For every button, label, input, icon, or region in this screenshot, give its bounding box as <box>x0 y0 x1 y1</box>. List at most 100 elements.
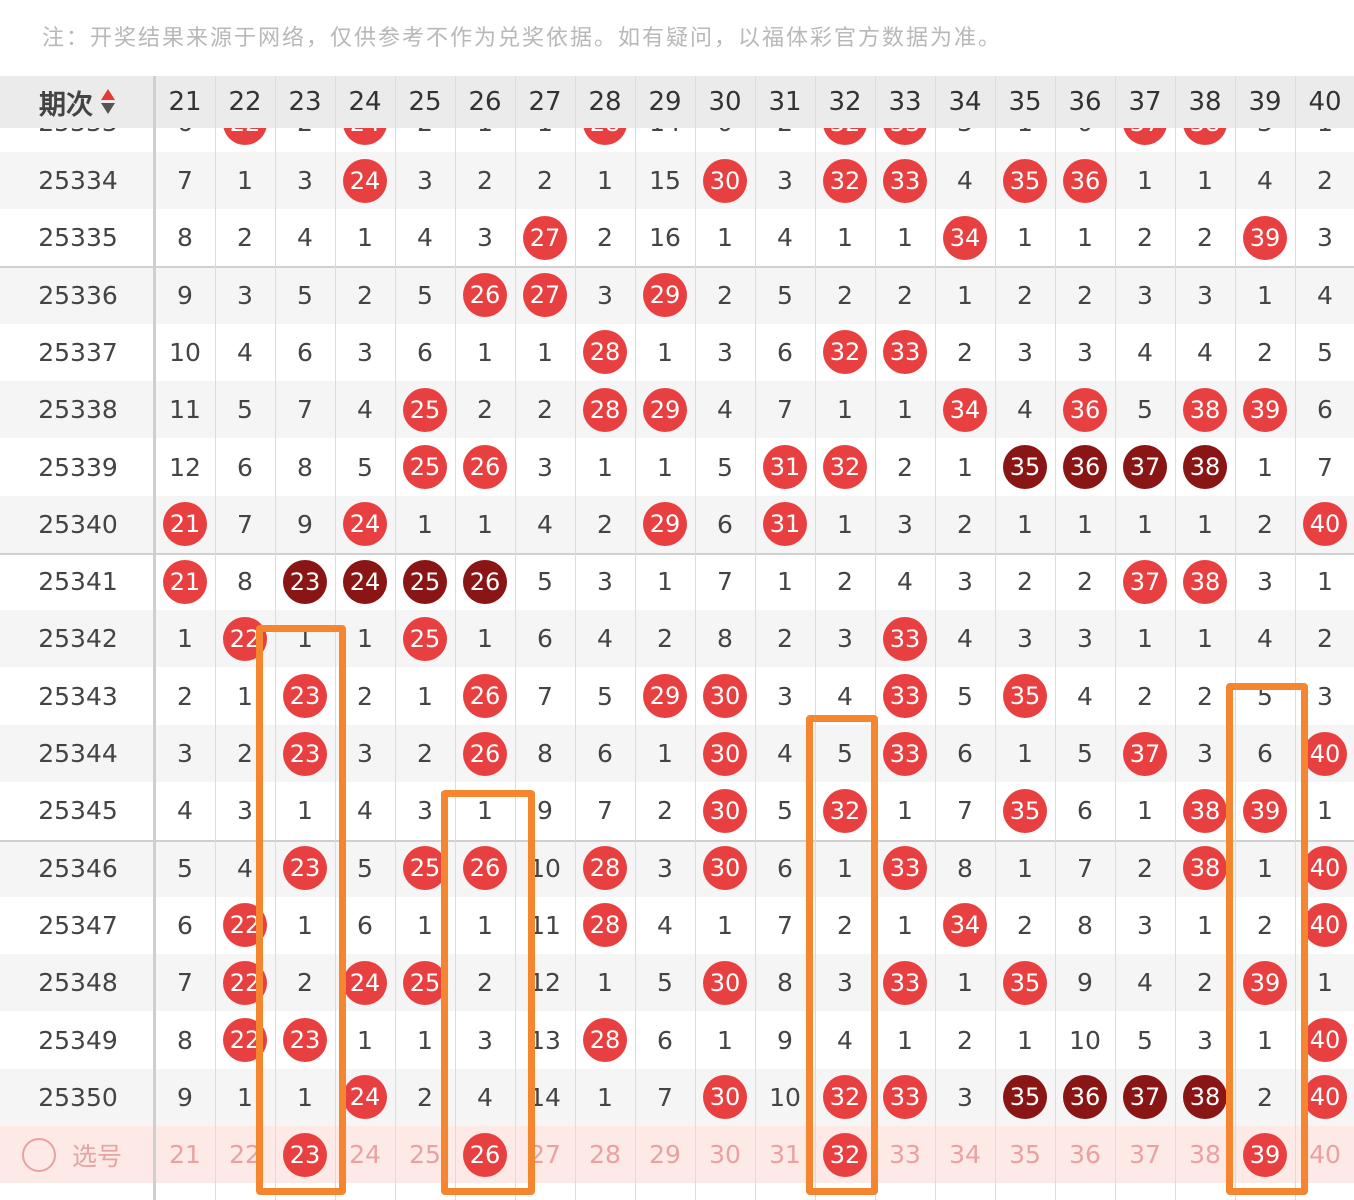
select-cell-38[interactable]: 38 <box>1175 1126 1235 1183</box>
select-number-label[interactable]: 选号 <box>0 1126 156 1183</box>
miss-count: 4 <box>1257 624 1273 654</box>
selectable-number[interactable]: 35 <box>1009 1140 1041 1170</box>
selectable-number[interactable]: 28 <box>589 1140 621 1170</box>
select-cell-31[interactable]: 31 <box>755 1126 815 1183</box>
cell-col-36: 2 <box>1055 553 1115 610</box>
select-cell-34[interactable]: 34 <box>935 1126 995 1183</box>
cell-col-37: 3 <box>1115 267 1175 324</box>
select-number-row: 选号 21 22 23 24 25 26 27 28 29 30 31 32 33 34 35 36 37 38 39… <box>0 1126 1354 1184</box>
cell-col-26: 1 <box>455 496 515 553</box>
select-cell-26[interactable]: 26 <box>455 1126 515 1183</box>
miss-count: 1 <box>417 910 433 940</box>
miss-count: 3 <box>1257 128 1273 137</box>
cell-col-29: 29 <box>635 267 695 324</box>
miss-count: 3 <box>477 1025 493 1055</box>
miss-count: 9 <box>1077 968 1093 998</box>
cell-col-33: 33 <box>875 610 935 667</box>
cell-col-21: 1 <box>155 610 215 667</box>
selected-ball[interactable]: 39 <box>1243 1132 1287 1177</box>
select-cell-21[interactable]: 21 <box>155 1126 215 1183</box>
cell-col-26: 1 <box>455 782 515 839</box>
selectable-number[interactable]: 31 <box>769 1140 801 1170</box>
selectable-number[interactable]: 29 <box>649 1140 681 1170</box>
selectable-number[interactable]: 33 <box>889 1140 921 1170</box>
cell-col-25: 3 <box>395 152 455 209</box>
miss-count: 6 <box>657 1025 673 1055</box>
selected-ball[interactable]: 23 <box>283 1132 327 1177</box>
sort-arrows-icon[interactable] <box>99 87 117 117</box>
cell-col-23: 1 <box>275 1069 335 1126</box>
miss-count: 1 <box>1257 1025 1273 1055</box>
selected-ball[interactable]: 26 <box>463 1132 507 1177</box>
cell-col-27: 27 <box>515 209 575 266</box>
select-cell-28[interactable]: 28 <box>575 1126 635 1183</box>
selectable-number[interactable]: 36 <box>1069 1140 1101 1170</box>
selectable-number[interactable]: 38 <box>1189 1140 1221 1170</box>
selectable-number[interactable]: 21 <box>169 1140 201 1170</box>
drawn-ball: 30 <box>703 731 747 776</box>
miss-count: 6 <box>957 739 973 768</box>
period-sort-header[interactable]: 期次 <box>0 76 156 128</box>
column-header-39: 39 <box>1248 87 1282 117</box>
miss-count: 3 <box>777 166 793 195</box>
drawn-ball: 33 <box>883 616 927 661</box>
cell-col-27: 5 <box>515 553 575 610</box>
select-cell-40[interactable]: 40 <box>1295 1126 1354 1183</box>
select-cell-30[interactable]: 30 <box>695 1126 755 1183</box>
cell-col-31: 7 <box>755 381 815 438</box>
cell-col-28: 28 <box>575 1012 635 1069</box>
miss-count: 12 <box>169 452 201 482</box>
selectable-number[interactable]: 25 <box>409 1140 441 1170</box>
select-cell-35[interactable]: 35 <box>995 1126 1055 1183</box>
miss-count: 2 <box>477 166 493 195</box>
selectable-number[interactable]: 37 <box>1129 1140 1161 1170</box>
select-cell-36[interactable]: 36 <box>1055 1126 1115 1183</box>
cell-col-30: 0 <box>695 128 755 151</box>
selectable-number[interactable]: 22 <box>229 1140 261 1170</box>
cell-col-23: 2 <box>275 954 335 1011</box>
cell-col-30: 6 <box>695 496 755 553</box>
selectable-number[interactable]: 30 <box>709 1140 741 1170</box>
drawn-ball: 32 <box>823 445 867 489</box>
cell-col-29: 1 <box>635 725 695 782</box>
selectable-number[interactable]: 40 <box>1309 1140 1341 1170</box>
select-cell-32[interactable]: 32 <box>815 1126 875 1183</box>
miss-count: 1 <box>477 128 493 137</box>
miss-count: 1 <box>1017 223 1033 253</box>
cell-col-22: 22 <box>215 128 275 151</box>
miss-count: 2 <box>297 128 313 137</box>
miss-count: 1 <box>1077 509 1093 539</box>
selectable-number[interactable]: 34 <box>949 1140 981 1170</box>
miss-count: 4 <box>657 910 673 940</box>
cell-col-26: 1 <box>455 128 515 151</box>
selectable-number[interactable]: 24 <box>349 1140 381 1170</box>
select-cell-39[interactable]: 39 <box>1235 1126 1295 1183</box>
column-divider <box>995 76 996 1200</box>
cell-col-25: 25 <box>395 439 455 496</box>
select-cell-22[interactable]: 22 <box>215 1126 275 1183</box>
miss-count: 9 <box>297 509 313 539</box>
select-radio-icon[interactable] <box>22 1137 56 1172</box>
drawn-ball: 24 <box>343 128 387 145</box>
cell-col-36: 0 <box>1055 128 1115 151</box>
selected-ball[interactable]: 32 <box>823 1132 867 1177</box>
cell-col-22: 1 <box>215 152 275 209</box>
miss-count: 5 <box>957 681 973 711</box>
select-cell-24[interactable]: 24 <box>335 1126 395 1183</box>
cell-col-28: 28 <box>575 324 635 381</box>
cell-col-36: 5 <box>1055 725 1115 782</box>
miss-count: 3 <box>1077 337 1093 367</box>
cell-col-31: 3 <box>755 152 815 209</box>
miss-count: 5 <box>777 796 793 826</box>
cell-col-24: 5 <box>335 840 395 897</box>
select-cell-37[interactable]: 37 <box>1115 1126 1175 1183</box>
drawn-ball: 33 <box>883 960 927 1005</box>
cell-col-27: 2 <box>515 381 575 438</box>
select-cell-23[interactable]: 23 <box>275 1126 335 1183</box>
select-cell-29[interactable]: 29 <box>635 1126 695 1183</box>
drawn-ball: 30 <box>703 788 747 833</box>
cell-col-36: 8 <box>1055 897 1115 954</box>
cell-col-34: 4 <box>935 610 995 667</box>
select-cell-25[interactable]: 25 <box>395 1126 455 1183</box>
select-cell-33[interactable]: 33 <box>875 1126 935 1183</box>
